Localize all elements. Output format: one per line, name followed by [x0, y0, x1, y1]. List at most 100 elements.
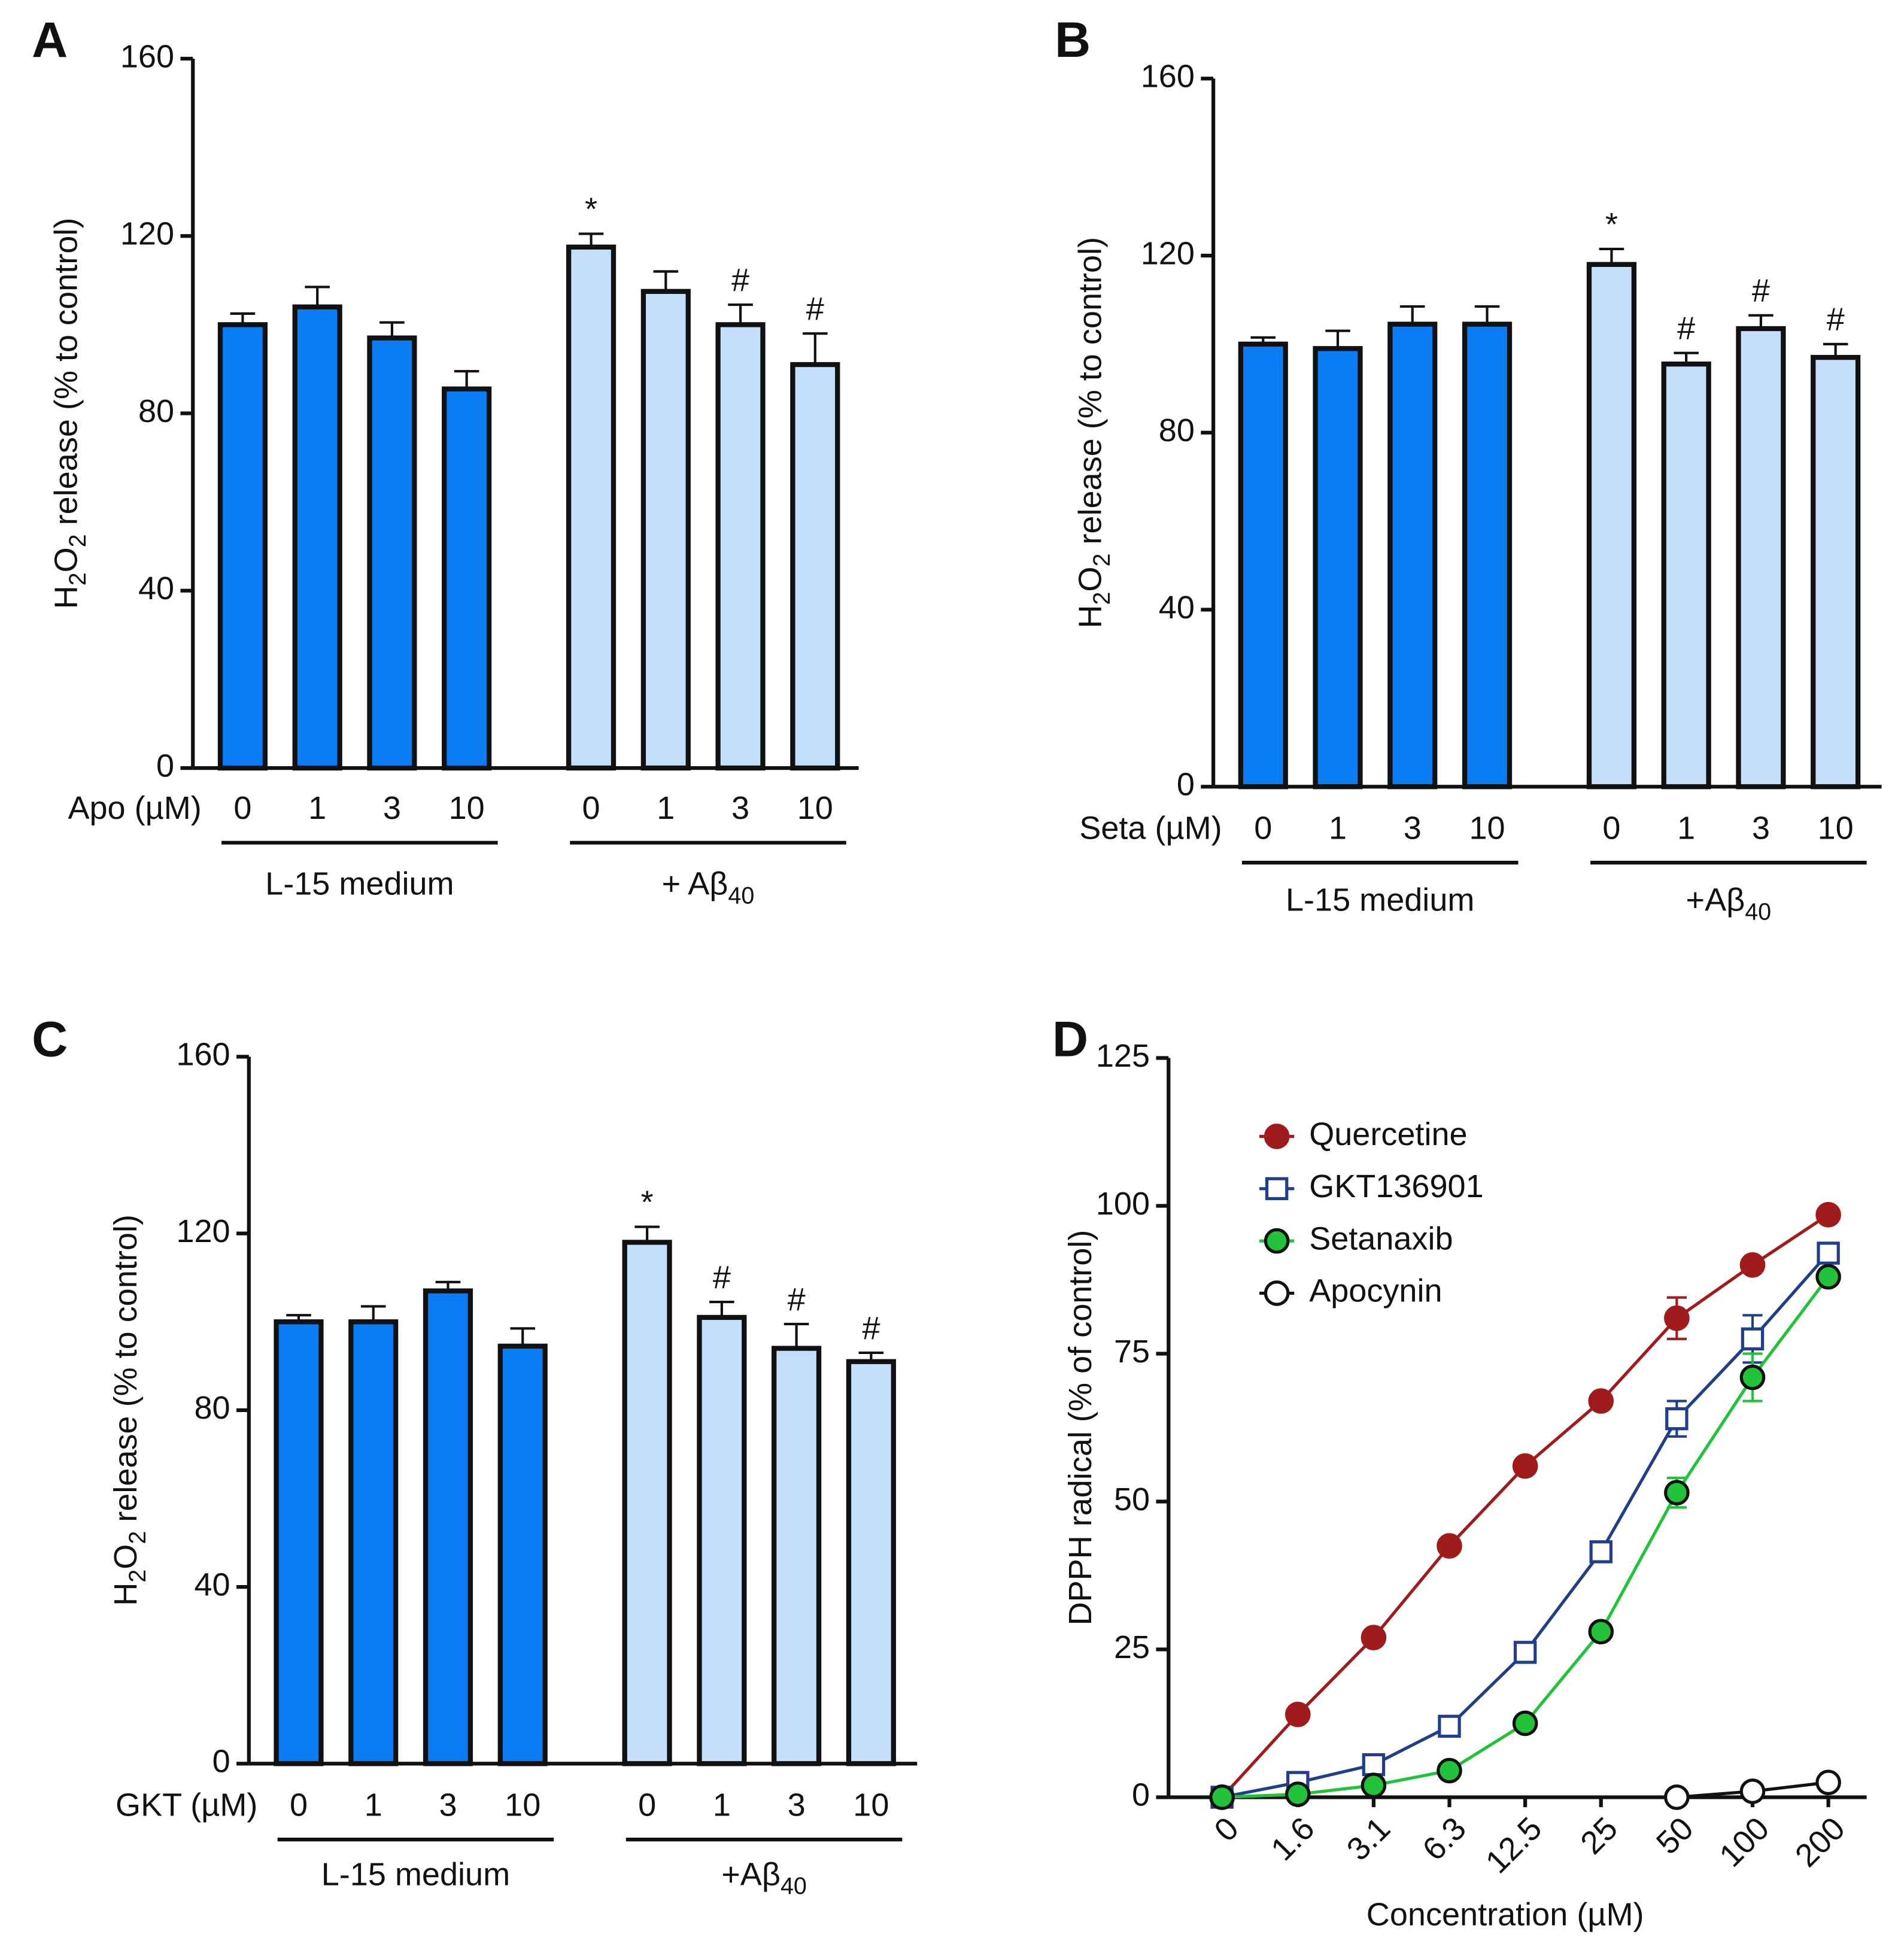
group-label: +Aβ40 [1686, 882, 1772, 925]
data-point [1664, 1480, 1690, 1505]
legend-label: GKT136901 [1309, 1168, 1483, 1204]
group-label-part: L-15 medium [1286, 882, 1474, 918]
x-axis-label: Apo (µM) [68, 790, 201, 826]
group-label: L-15 medium [1286, 882, 1474, 918]
x-tick-label: 0 [582, 790, 600, 826]
y-axis-label-part: 2 [1089, 554, 1116, 567]
y-tick-label: 80 [195, 1390, 230, 1426]
y-tick-label: 160 [120, 38, 174, 74]
data-point [1588, 1619, 1614, 1645]
bar [217, 322, 268, 771]
data-point [1438, 1714, 1461, 1738]
data-point [1665, 1407, 1689, 1431]
bar [846, 1359, 896, 1766]
bar [1736, 326, 1786, 790]
group-label-part: 40 [728, 883, 754, 909]
x-tick-label: 0 [233, 790, 251, 826]
x-tick-label: 1.6 [1264, 1810, 1322, 1868]
group-label-part: 40 [781, 1874, 807, 1900]
data-point [1589, 1540, 1613, 1563]
significance-mark: # [862, 1310, 880, 1346]
y-tick-label: 40 [1159, 590, 1195, 626]
x-tick-label: 1 [657, 790, 675, 826]
x-axis-label: Seta (µM) [1079, 810, 1222, 846]
bar [1586, 262, 1636, 790]
x-tick-label: 1 [1677, 810, 1695, 846]
group-label-part: +Aβ [1686, 882, 1745, 918]
bar [274, 1319, 324, 1766]
x-tick-label: 50 [1650, 1810, 1700, 1861]
bar [1387, 321, 1438, 790]
group-label-part: L-15 medium [321, 1857, 510, 1893]
bar [292, 304, 342, 771]
y-axis-label-part: O [48, 547, 84, 572]
data-point [1739, 1778, 1766, 1804]
y-tick-label: 0 [1177, 767, 1195, 803]
legend-marker [1264, 1228, 1290, 1254]
data-point [1817, 1241, 1840, 1265]
x-tick-label: 1 [713, 1787, 731, 1823]
x-tick-label: 3 [1404, 810, 1422, 846]
y-axis-label-part: 2 [65, 534, 91, 547]
x-tick-label: 3 [788, 1787, 806, 1823]
data-point [1512, 1453, 1538, 1479]
significance-mark: # [1677, 311, 1695, 347]
bar [442, 386, 492, 771]
data-point [1739, 1364, 1766, 1391]
significance-mark: # [713, 1259, 731, 1295]
data-point [1664, 1784, 1690, 1810]
y-axis-label-part: O [108, 1544, 144, 1569]
data-point [1284, 1701, 1311, 1728]
legend-label: Apocynin [1309, 1273, 1442, 1309]
significance-mark: # [1752, 273, 1770, 309]
x-axis-label: GKT (µM) [116, 1787, 257, 1823]
group-label: L-15 medium [321, 1857, 510, 1893]
x-tick-label: 100 [1712, 1810, 1776, 1874]
y-tick-label: 0 [1132, 1777, 1150, 1813]
panel-letter: A [32, 12, 68, 68]
x-tick-label: 3 [383, 790, 401, 826]
x-tick-label: 12.5 [1479, 1810, 1549, 1880]
bar [790, 362, 840, 771]
group-label: + Aβ40 [662, 866, 755, 909]
x-tick-label: 200 [1788, 1810, 1852, 1874]
bar [367, 335, 417, 771]
y-axis-label-part: H [108, 1583, 144, 1606]
bar [1238, 341, 1288, 790]
bar [1661, 361, 1711, 790]
significance-mark: * [1605, 207, 1618, 242]
data-point [1362, 1753, 1386, 1777]
data-point [1815, 1769, 1841, 1796]
data-point [1437, 1533, 1462, 1559]
x-tick-label: 3 [439, 1787, 457, 1823]
x-tick-label: 3 [731, 790, 749, 826]
data-point [1815, 1202, 1841, 1228]
data-point [1284, 1781, 1311, 1807]
y-axis-label: DPPH radical (% of control) [1062, 1230, 1098, 1626]
x-tick-label: 3.1 [1340, 1810, 1398, 1868]
panel-letter: C [32, 1012, 68, 1067]
data-point [1739, 1252, 1766, 1278]
y-tick-label: 80 [138, 393, 174, 429]
x-tick-label: 10 [797, 790, 833, 826]
panel-letter: B [1055, 12, 1091, 68]
y-axis-label-part: 2 [124, 1531, 151, 1544]
y-axis-label-part: O [1073, 567, 1109, 592]
bar [348, 1319, 399, 1766]
y-axis-label-part: H [1073, 605, 1109, 629]
legend-label: Setanaxib [1309, 1221, 1453, 1256]
bar [622, 1240, 672, 1766]
data-point [1741, 1327, 1765, 1351]
x-tick-label: 10 [1818, 810, 1854, 846]
bar [640, 289, 691, 771]
group-label: L-15 medium [265, 866, 454, 902]
group-label-part: 40 [1745, 899, 1771, 925]
x-tick-label: 1 [365, 1787, 382, 1823]
x-tick-label: 0 [1602, 810, 1620, 846]
significance-mark: # [1827, 302, 1845, 338]
y-tick-label: 100 [1096, 1186, 1150, 1222]
group-label: +Aβ40 [721, 1857, 807, 1900]
y-tick-label: 120 [1141, 235, 1195, 271]
legend-marker [1265, 1177, 1289, 1201]
x-tick-label: 10 [505, 1787, 540, 1823]
